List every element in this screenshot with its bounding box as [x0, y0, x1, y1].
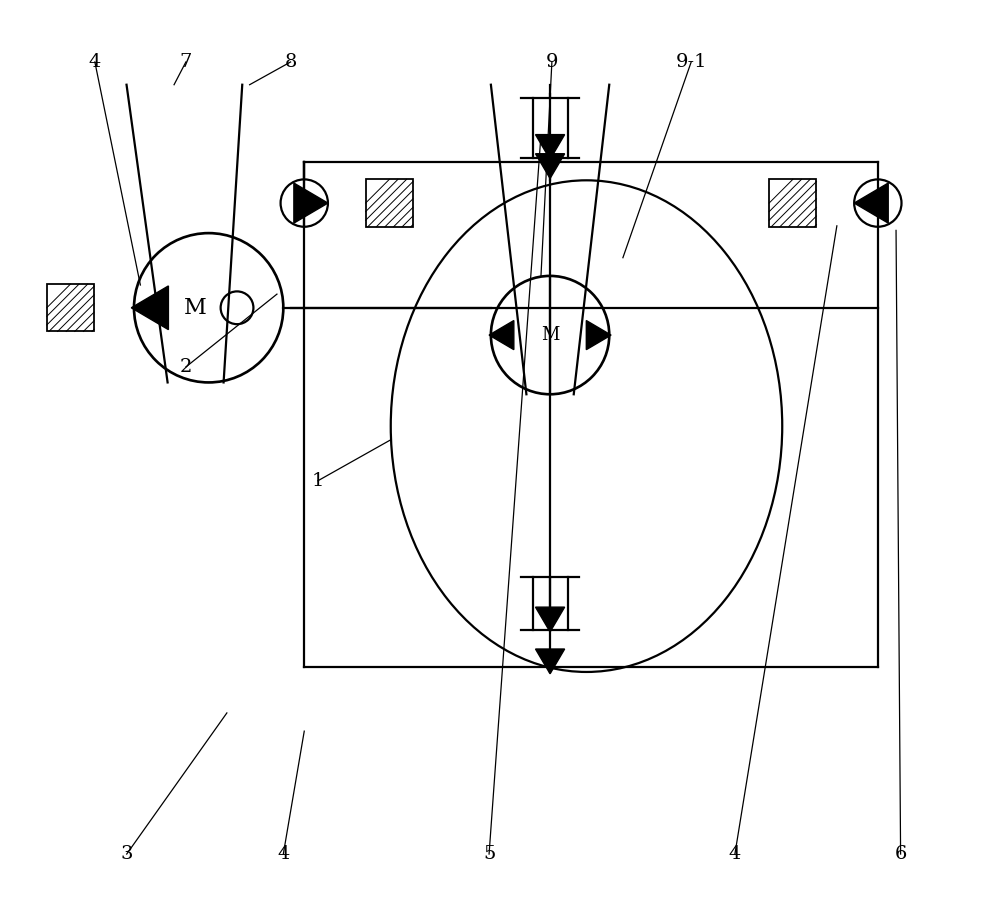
Text: 6: 6 — [894, 845, 907, 863]
Text: 1: 1 — [312, 472, 324, 490]
Polygon shape — [586, 321, 611, 350]
Bar — [769, 180, 816, 227]
Text: 2: 2 — [180, 358, 192, 376]
Text: 7: 7 — [180, 53, 192, 71]
Polygon shape — [294, 183, 328, 224]
Polygon shape — [489, 321, 514, 350]
Text: 8: 8 — [284, 53, 297, 71]
Text: 5: 5 — [483, 845, 495, 863]
Polygon shape — [854, 183, 888, 224]
Text: 4: 4 — [89, 53, 101, 71]
Polygon shape — [536, 649, 565, 674]
Bar — [366, 180, 413, 227]
Text: 9-1: 9-1 — [675, 53, 707, 71]
Text: M: M — [541, 326, 559, 344]
Polygon shape — [131, 286, 168, 330]
Bar — [47, 284, 94, 332]
Text: 4: 4 — [729, 845, 741, 863]
Text: M: M — [184, 297, 206, 319]
Polygon shape — [536, 154, 565, 179]
Polygon shape — [536, 607, 565, 632]
Polygon shape — [536, 135, 565, 159]
Text: 9: 9 — [546, 53, 558, 71]
Text: 4: 4 — [277, 845, 290, 863]
Text: 3: 3 — [120, 845, 133, 863]
